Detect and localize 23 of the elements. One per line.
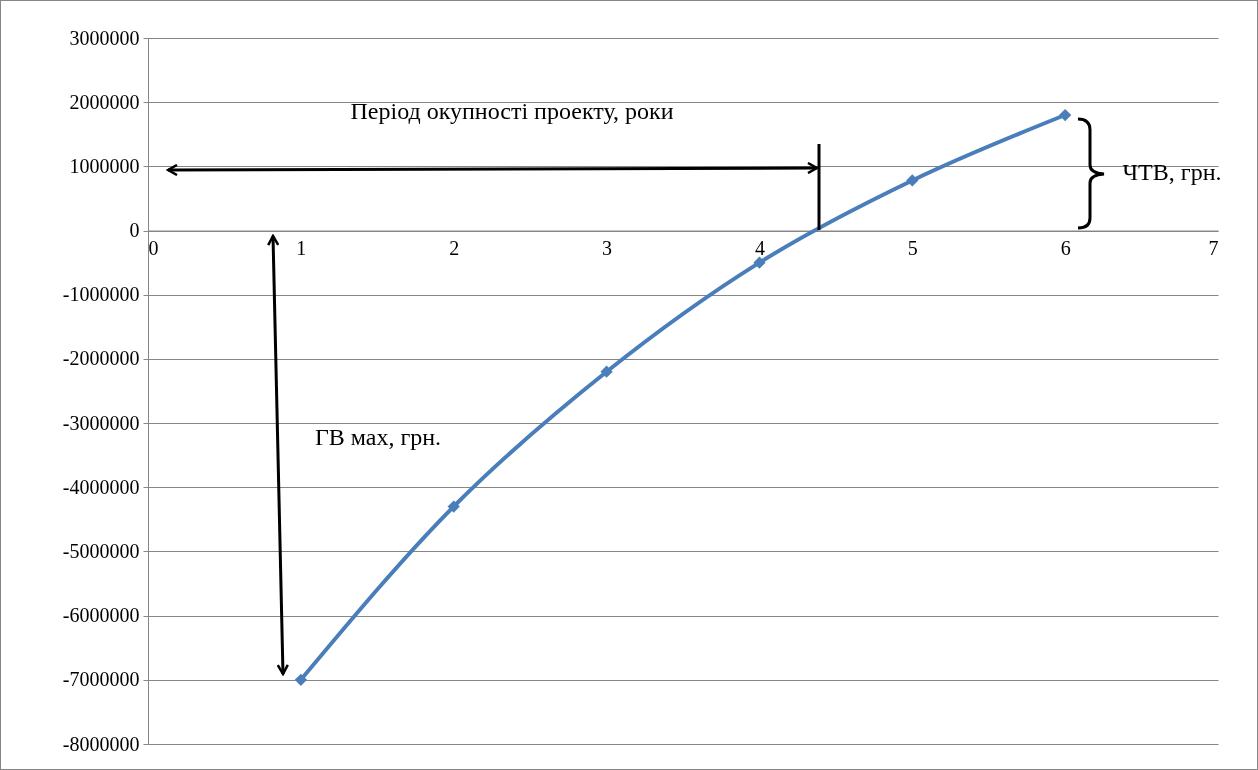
annotation: Період окупності проекту, роки [349, 97, 675, 126]
x-tick-label: 5 [907, 237, 918, 260]
x-tick-label: 2 [449, 237, 460, 260]
annotation: ЧТВ, грн. [1121, 158, 1223, 187]
y-tick-label: -1000000 [62, 283, 140, 306]
x-tick-label: 0 [148, 237, 159, 260]
y-tick-label: -2000000 [62, 347, 140, 370]
x-tick-label: 4 [754, 237, 765, 260]
y-tick-label: -5000000 [62, 539, 140, 562]
y-tick-label: 0 [129, 219, 140, 242]
y-tick-label: -6000000 [62, 604, 140, 627]
y-tick-label: 2000000 [69, 90, 140, 113]
y-tick-label: -7000000 [62, 668, 140, 691]
y-tick-label: -4000000 [62, 475, 140, 498]
x-tick-label: 1 [296, 237, 307, 260]
x-tick-label: 7 [1208, 237, 1219, 260]
y-tick-label: 1000000 [69, 154, 140, 177]
y-tick-label: 3000000 [69, 26, 140, 49]
x-tick-label: 3 [602, 237, 613, 260]
annotation: ГВ мах, грн. [313, 423, 443, 452]
y-tick-label: -8000000 [62, 732, 140, 755]
y-tick-label: -3000000 [62, 411, 140, 434]
x-tick-label: 6 [1060, 237, 1071, 260]
